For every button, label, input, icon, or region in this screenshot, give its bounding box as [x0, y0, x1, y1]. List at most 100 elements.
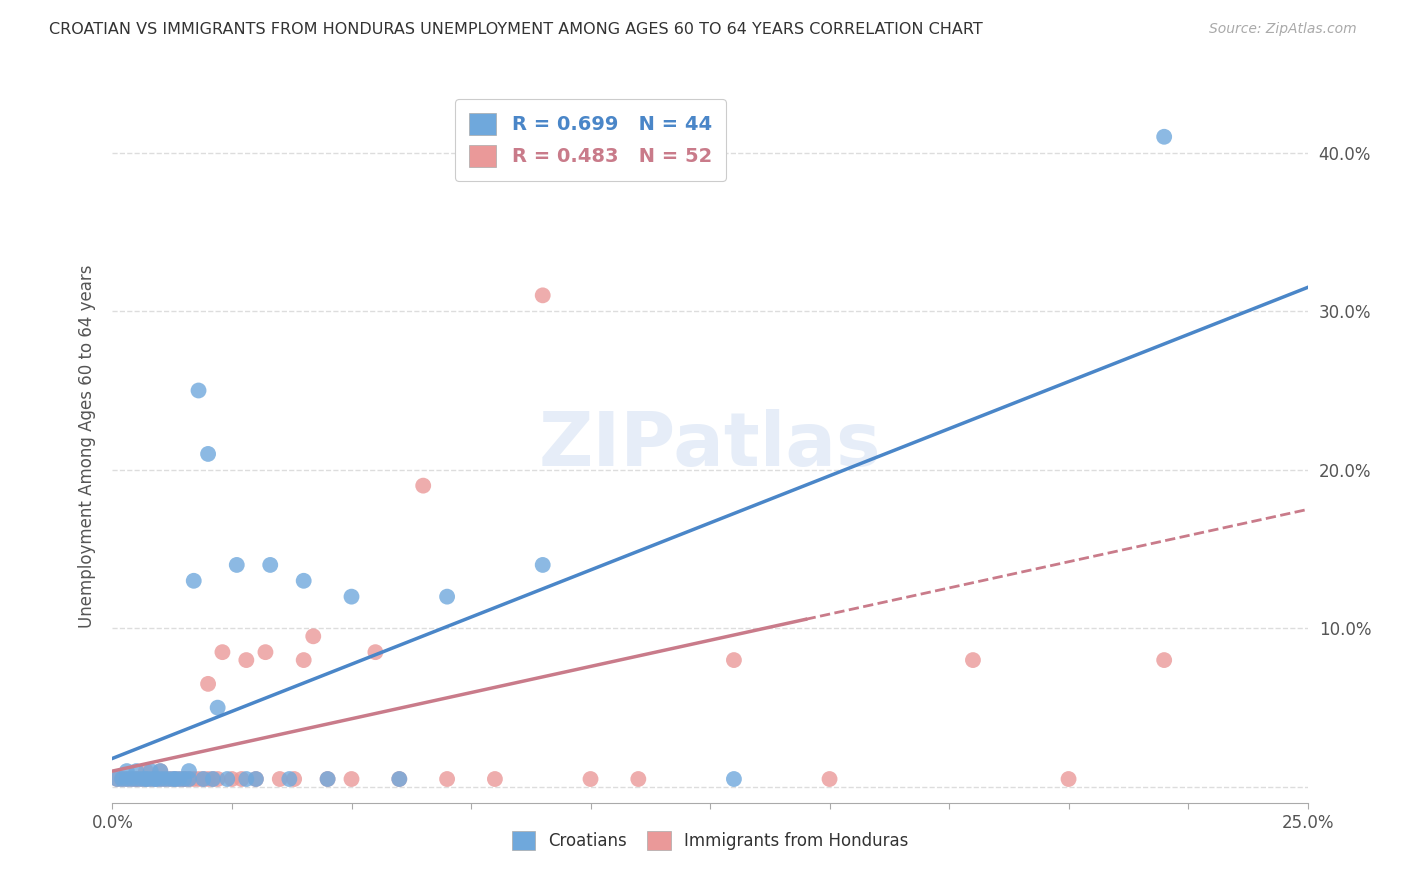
- Point: [183, 574, 205, 588]
- Point: [207, 772, 229, 786]
- Point: [145, 772, 167, 786]
- Point: [818, 772, 841, 786]
- Legend: Croatians, Immigrants from Honduras: Croatians, Immigrants from Honduras: [503, 822, 917, 859]
- Point: [183, 772, 205, 786]
- Text: ZIPatlas: ZIPatlas: [538, 409, 882, 483]
- Point: [177, 764, 200, 778]
- Point: [135, 772, 157, 786]
- Point: [723, 772, 745, 786]
- Point: [187, 384, 209, 398]
- Point: [163, 772, 186, 786]
- Point: [135, 772, 157, 786]
- Point: [187, 772, 209, 786]
- Point: [292, 574, 315, 588]
- Point: [173, 772, 195, 786]
- Point: [723, 653, 745, 667]
- Point: [217, 772, 239, 786]
- Y-axis label: Unemployment Among Ages 60 to 64 years: Unemployment Among Ages 60 to 64 years: [77, 264, 96, 628]
- Point: [111, 772, 134, 786]
- Point: [169, 772, 191, 786]
- Point: [149, 764, 172, 778]
- Point: [579, 772, 602, 786]
- Point: [159, 772, 181, 786]
- Point: [364, 645, 387, 659]
- Text: Source: ZipAtlas.com: Source: ZipAtlas.com: [1209, 22, 1357, 37]
- Point: [388, 772, 411, 786]
- Point: [173, 772, 195, 786]
- Point: [125, 772, 148, 786]
- Point: [173, 772, 195, 786]
- Point: [436, 590, 458, 604]
- Point: [225, 558, 247, 572]
- Point: [235, 653, 257, 667]
- Point: [259, 558, 281, 572]
- Point: [149, 772, 172, 786]
- Point: [145, 772, 167, 786]
- Point: [283, 772, 305, 786]
- Point: [207, 700, 229, 714]
- Point: [245, 772, 267, 786]
- Point: [269, 772, 291, 786]
- Point: [235, 772, 257, 786]
- Point: [340, 772, 363, 786]
- Point: [193, 772, 215, 786]
- Point: [163, 772, 186, 786]
- Point: [125, 772, 148, 786]
- Point: [153, 772, 176, 786]
- Point: [627, 772, 650, 786]
- Point: [135, 764, 157, 778]
- Point: [254, 645, 277, 659]
- Point: [412, 478, 434, 492]
- Point: [177, 772, 200, 786]
- Point: [121, 772, 143, 786]
- Point: [105, 772, 128, 786]
- Point: [149, 772, 172, 786]
- Point: [145, 772, 167, 786]
- Point: [115, 772, 138, 786]
- Point: [125, 764, 148, 778]
- Point: [105, 772, 128, 786]
- Point: [316, 772, 339, 786]
- Point: [149, 764, 172, 778]
- Point: [1153, 129, 1175, 144]
- Text: CROATIAN VS IMMIGRANTS FROM HONDURAS UNEMPLOYMENT AMONG AGES 60 TO 64 YEARS CORR: CROATIAN VS IMMIGRANTS FROM HONDURAS UNE…: [49, 22, 983, 37]
- Point: [278, 772, 301, 786]
- Point: [302, 629, 325, 643]
- Point: [484, 772, 506, 786]
- Point: [129, 772, 152, 786]
- Point: [159, 772, 181, 786]
- Point: [221, 772, 243, 786]
- Point: [121, 772, 143, 786]
- Point: [139, 764, 162, 778]
- Point: [111, 772, 134, 786]
- Point: [231, 772, 253, 786]
- Point: [197, 772, 219, 786]
- Point: [193, 772, 215, 786]
- Point: [531, 288, 554, 302]
- Point: [245, 772, 267, 786]
- Point: [211, 645, 233, 659]
- Point: [197, 447, 219, 461]
- Point: [139, 772, 162, 786]
- Point: [340, 590, 363, 604]
- Point: [153, 772, 176, 786]
- Point: [962, 653, 984, 667]
- Point: [129, 772, 152, 786]
- Point: [177, 772, 200, 786]
- Point: [115, 772, 138, 786]
- Point: [531, 558, 554, 572]
- Point: [125, 772, 148, 786]
- Point: [316, 772, 339, 786]
- Point: [115, 764, 138, 778]
- Point: [201, 772, 224, 786]
- Point: [292, 653, 315, 667]
- Point: [1057, 772, 1080, 786]
- Point: [201, 772, 224, 786]
- Point: [139, 772, 162, 786]
- Point: [169, 772, 191, 786]
- Point: [163, 772, 186, 786]
- Point: [436, 772, 458, 786]
- Point: [388, 772, 411, 786]
- Point: [1153, 653, 1175, 667]
- Point: [135, 772, 157, 786]
